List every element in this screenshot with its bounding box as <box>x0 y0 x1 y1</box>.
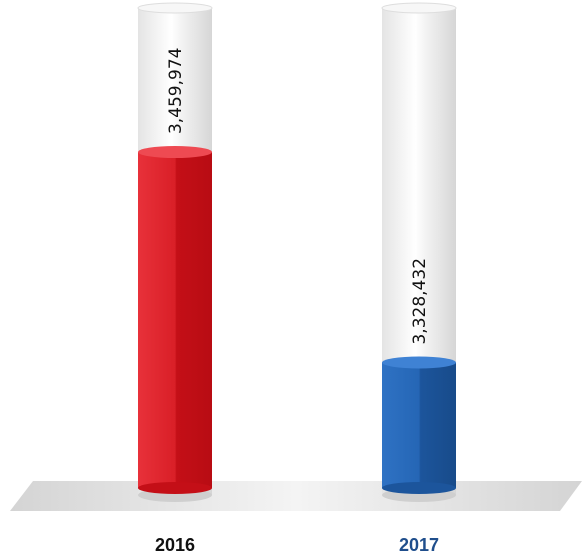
value-label-2017: 3,328,432 <box>410 258 430 345</box>
category-label-2016: 2016 <box>155 535 195 555</box>
bar-2016 <box>138 146 212 494</box>
value-label-2016: 3,459,974 <box>166 48 186 135</box>
chart-floor <box>10 481 582 511</box>
bar-2017 <box>382 356 456 494</box>
category-label-2017: 2017 <box>399 535 439 555</box>
